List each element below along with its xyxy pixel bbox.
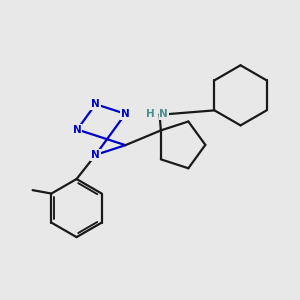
Text: N: N	[121, 109, 130, 119]
Text: N: N	[91, 99, 100, 109]
Text: N: N	[159, 109, 168, 119]
Text: N: N	[73, 124, 82, 134]
Text: N: N	[91, 150, 100, 160]
Text: H: H	[146, 109, 154, 119]
